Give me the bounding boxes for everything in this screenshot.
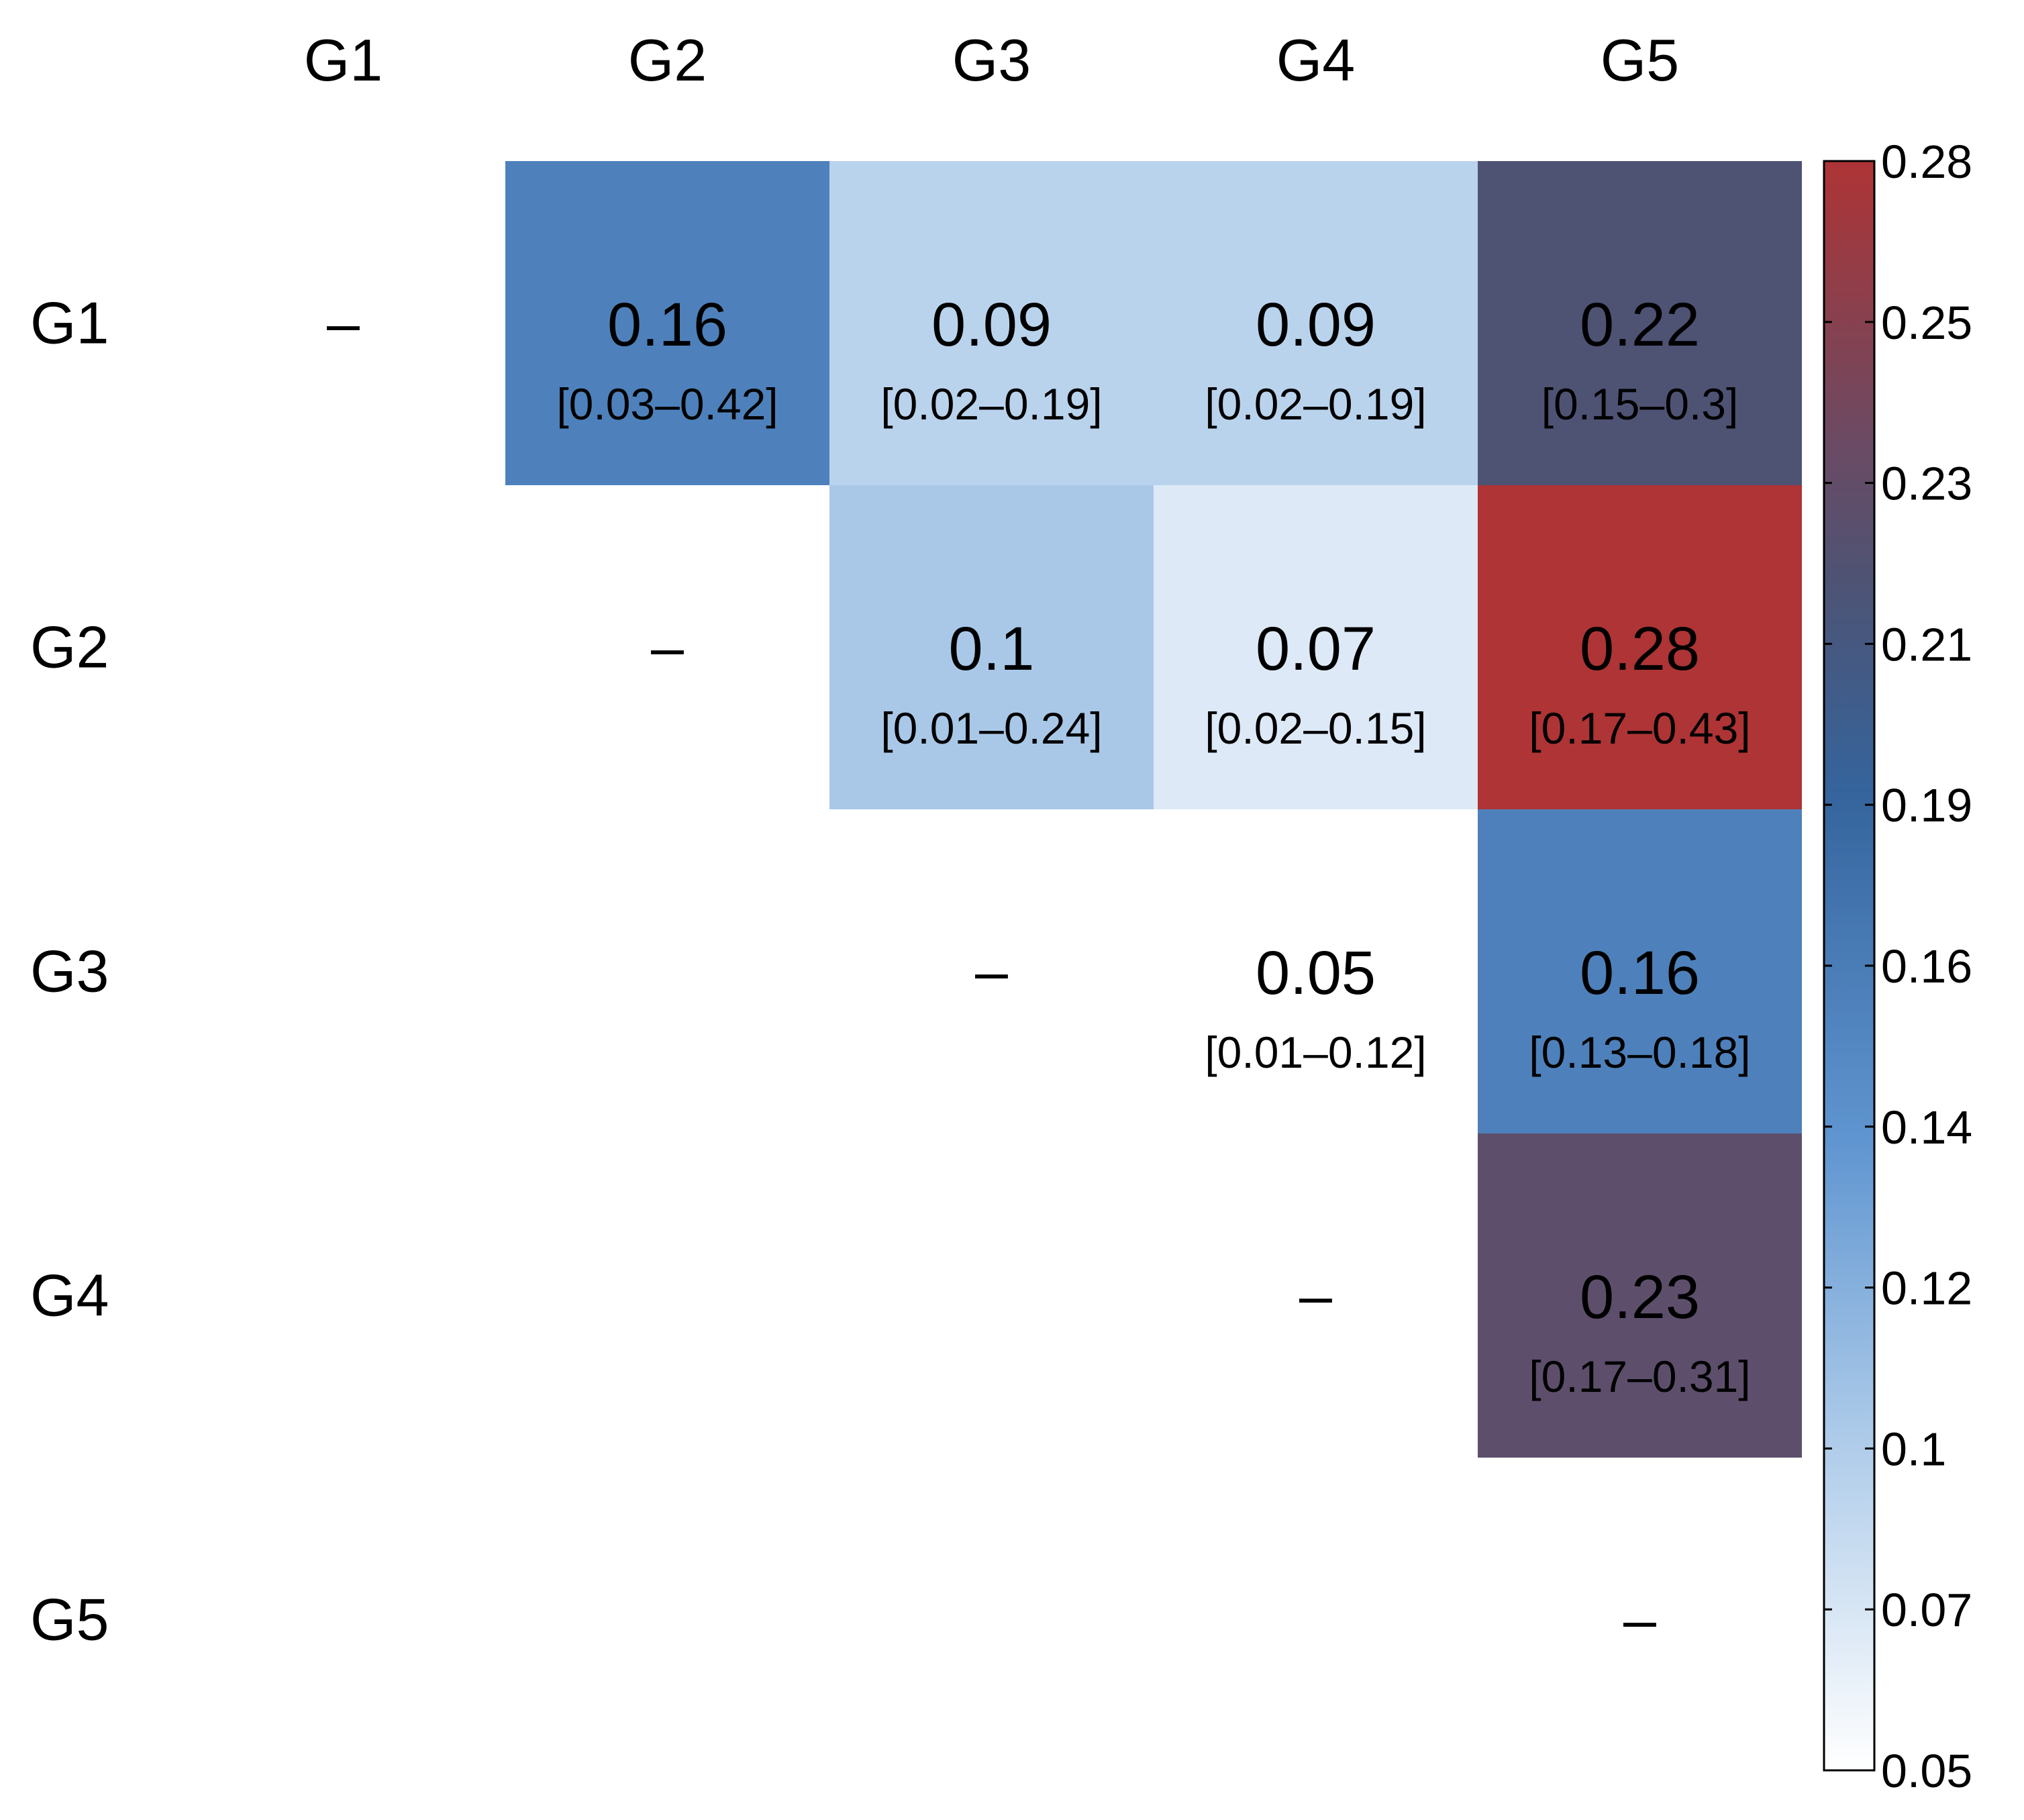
heatmap-cell-g2-g3: 0.1 [0.01–0.24] — [829, 485, 1154, 809]
heatmap-cell-g4-g5: 0.23 [0.17–0.31] — [1478, 1133, 1802, 1458]
cell-rect — [829, 161, 1154, 485]
col-label-g2: G2 — [628, 27, 707, 93]
cell-rect — [829, 485, 1154, 809]
row-label-g3: G3 — [30, 938, 109, 1005]
cell-ci-label: [0.17–0.43] — [1529, 703, 1750, 753]
colorbar-tick-label: 0.05 — [1881, 1745, 1972, 1797]
heatmap-cell-g1-g2: 0.16 [0.03–0.42] — [505, 161, 829, 485]
diagonal-dash: – — [1299, 1262, 1332, 1329]
cell-rect — [505, 161, 829, 485]
heatmap-cell-g1-g3: 0.09 [0.02–0.19] — [829, 161, 1154, 485]
cell-value-label: 0.1 — [949, 615, 1035, 683]
row-label-g5: G5 — [30, 1586, 109, 1653]
colorbar-tick-label: 0.1 — [1881, 1423, 1946, 1475]
heatmap-cell-g2-g4: 0.07 [0.02–0.15] — [1154, 485, 1478, 809]
cell-value-label: 0.28 — [1580, 615, 1700, 683]
cell-ci-label: [0.01–0.12] — [1205, 1027, 1426, 1077]
colorbar-tick-label: 0.07 — [1881, 1584, 1972, 1636]
heatmap-cell-g1-g4: 0.09 [0.02–0.19] — [1154, 161, 1478, 485]
colorbar-tick-label: 0.25 — [1881, 297, 1972, 349]
cell-rect — [1154, 161, 1478, 485]
cell-ci-label: [0.17–0.31] — [1529, 1352, 1750, 1401]
heatmap-cell-g3-g4: 0.05 [0.01–0.12] — [1154, 809, 1478, 1133]
cell-ci-label: [0.15–0.3] — [1541, 379, 1739, 429]
cell-value-label: 0.07 — [1256, 615, 1376, 683]
cell-value-label: 0.22 — [1580, 291, 1700, 359]
col-label-g5: G5 — [1601, 27, 1679, 93]
cell-rect — [1154, 485, 1478, 809]
cell-value-label: 0.23 — [1580, 1263, 1700, 1331]
col-label-g1: G1 — [304, 27, 383, 93]
diagonal-dash: – — [651, 614, 684, 680]
col-label-g4: G4 — [1276, 27, 1355, 93]
heatmap-cell-g3-g5: 0.16 [0.13–0.18] — [1478, 809, 1802, 1133]
cell-ci-label: [0.03–0.42] — [556, 379, 778, 429]
cell-ci-label: [0.01–0.24] — [880, 703, 1102, 753]
cell-value-label: 0.09 — [1256, 291, 1376, 359]
cell-ci-label: [0.02–0.19] — [880, 379, 1102, 429]
colorbar-tick-label: 0.14 — [1881, 1101, 1972, 1154]
cell-ci-label: [0.02–0.19] — [1205, 379, 1426, 429]
row-label-g4: G4 — [30, 1262, 109, 1329]
colorbar-tick-label: 0.16 — [1881, 940, 1972, 993]
cell-value-label: 0.16 — [1580, 939, 1700, 1007]
cell-rect — [1478, 1133, 1802, 1458]
cell-value-label: 0.05 — [1256, 939, 1376, 1007]
cell-rect — [1478, 809, 1802, 1133]
diagonal-dash: – — [327, 290, 360, 356]
colorbar-tick-label: 0.12 — [1881, 1262, 1972, 1315]
row-label-g1: G1 — [30, 290, 109, 356]
colorbar-tick-label: 0.23 — [1881, 458, 1972, 510]
col-label-g3: G3 — [952, 27, 1031, 93]
cell-value-label: 0.16 — [607, 291, 727, 359]
colorbar-tick-label: 0.21 — [1881, 618, 1972, 670]
heatmap-cell-g1-g5: 0.22 [0.15–0.3] — [1478, 161, 1802, 485]
cell-rect — [1478, 485, 1802, 809]
cell-ci-label: [0.02–0.15] — [1205, 703, 1426, 753]
cell-rect — [1478, 161, 1802, 485]
colorbar-tick-label: 0.28 — [1881, 136, 1972, 188]
diagonal-dash: – — [1623, 1586, 1656, 1653]
cell-value-label: 0.09 — [931, 291, 1052, 359]
cell-ci-label: [0.13–0.18] — [1529, 1027, 1750, 1077]
colorbar-tick-label: 0.19 — [1881, 779, 1972, 831]
diagonal-dash: – — [975, 938, 1008, 1005]
heatmap-cell-g2-g5: 0.28 [0.17–0.43] — [1478, 485, 1802, 809]
row-label-g2: G2 — [30, 614, 109, 680]
cell-rect — [1154, 809, 1478, 1133]
